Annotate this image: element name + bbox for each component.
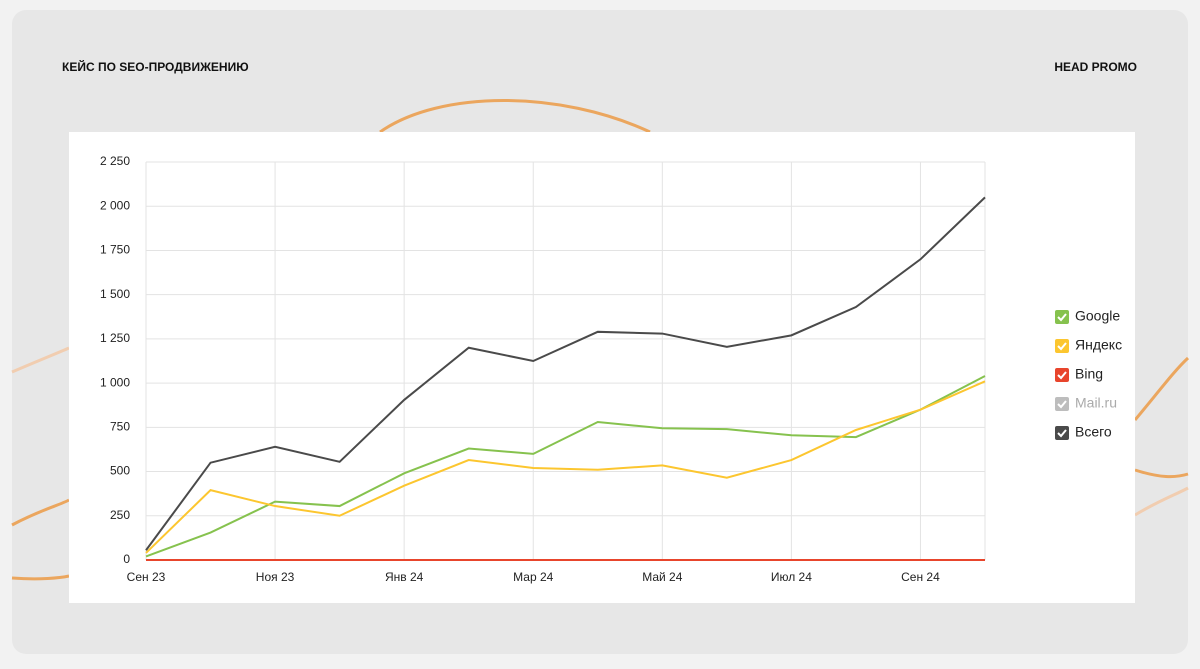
y-tick-label: 1 750 xyxy=(100,243,130,257)
decor-curve xyxy=(11,574,70,581)
legend-check xyxy=(1057,400,1067,409)
chart-panel xyxy=(69,132,1135,603)
x-tick-label: Сен 24 xyxy=(901,570,940,584)
x-tick-label: Янв 24 xyxy=(385,570,424,584)
series-line xyxy=(145,380,986,554)
decor-curve xyxy=(1134,468,1189,479)
y-tick-label: 250 xyxy=(110,508,130,522)
y-tick-label: 500 xyxy=(110,464,130,478)
series-line xyxy=(145,196,986,551)
legend-check xyxy=(1057,342,1067,351)
legend-check xyxy=(1057,371,1067,380)
x-tick-label: Май 24 xyxy=(642,570,683,584)
decor-curve xyxy=(379,99,651,134)
y-tick-label: 0 xyxy=(123,552,130,566)
legend-check xyxy=(1057,429,1067,438)
y-tick-label: 1 500 xyxy=(100,287,130,301)
y-tick-label: 1 000 xyxy=(100,375,130,389)
decor-curve xyxy=(1134,486,1189,517)
y-tick-label: 1 250 xyxy=(100,331,130,345)
legend-label: Яндекс xyxy=(1075,337,1122,353)
legend-label: Mail.ru xyxy=(1075,395,1117,411)
header-left: КЕЙС ПО SEO-ПРОДВИЖЕНИЮ xyxy=(62,59,249,74)
y-tick-label: 750 xyxy=(110,420,130,434)
x-tick-label: Сен 23 xyxy=(127,570,166,584)
legend-check xyxy=(1057,313,1067,322)
decor-curve xyxy=(11,498,70,527)
y-tick-label: 2 250 xyxy=(100,154,130,168)
legend-checkbox xyxy=(1055,339,1069,353)
legend-checkbox xyxy=(1055,310,1069,324)
legend-checkbox xyxy=(1055,368,1069,382)
decor-curve xyxy=(11,346,70,374)
x-tick-label: Июл 24 xyxy=(771,570,812,584)
series-line xyxy=(145,375,986,558)
y-tick-label: 2 000 xyxy=(100,198,130,212)
header-right: HEAD PROMO xyxy=(1054,60,1137,74)
x-tick-label: Ноя 23 xyxy=(256,570,295,584)
legend-checkbox xyxy=(1055,426,1069,440)
decor-curve xyxy=(1133,356,1190,421)
legend-label: Google xyxy=(1075,308,1120,324)
legend-checkbox xyxy=(1055,397,1069,411)
x-tick-label: Мар 24 xyxy=(513,570,553,584)
legend-label: Bing xyxy=(1075,366,1103,382)
legend-label: Всего xyxy=(1075,424,1112,440)
